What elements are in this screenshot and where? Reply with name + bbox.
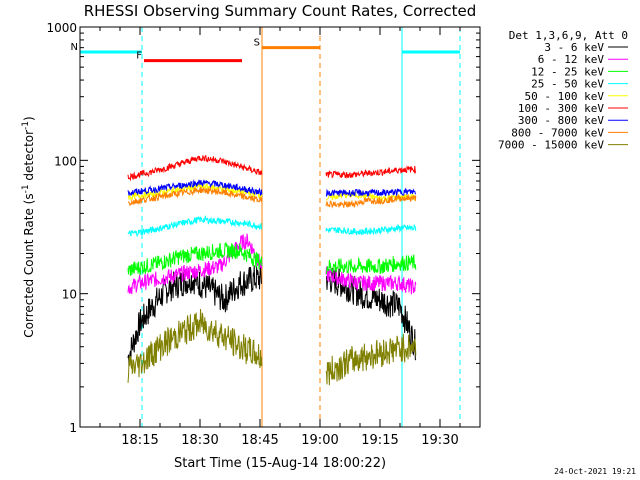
series-line [127,308,263,383]
flag-label: N [71,42,78,53]
series-line [127,179,263,197]
series-line [325,223,417,236]
flag-label: F [136,51,142,62]
legend-label: 25 - 50 keV [531,78,604,91]
series-line [127,186,262,207]
y-tick-label: 1 [69,421,77,435]
x-axis-label: Start Time (15-Aug-14 18:00:22) [174,456,386,471]
chart-title: RHESSI Observing Summary Count Rates, Co… [84,2,477,20]
series-line [127,233,263,295]
x-tick-label: 19:15 [361,433,398,448]
y-axis-label: Corrected Count Rate (s-1 detector-1) [21,116,36,337]
y-tick-label: 1000 [46,21,77,35]
legend-label: 800 - 7000 keV [511,126,604,139]
x-tick-label: 19:00 [301,433,338,448]
series-line [325,193,417,209]
legend-label: 50 - 100 keV [525,90,605,103]
legend-label: 100 - 300 keV [518,102,604,115]
plot-frame [79,26,481,428]
series-line [325,266,417,295]
series-line [325,333,417,386]
x-tick-label: 19:30 [421,433,458,448]
legend-label: 6 - 12 keV [538,53,605,66]
footer-timestamp: 24-Oct-2021 19:21 [554,467,636,476]
y-tick-label: 10 [62,288,77,302]
series-line [325,253,417,275]
y-tick-label: 100 [54,154,77,168]
x-tick-label: 18:30 [181,433,218,448]
x-tick-label: 18:45 [241,433,278,448]
series-line [127,264,262,367]
series-line [325,268,417,361]
flag-label: S [254,38,260,49]
x-tick-label: 18:15 [121,433,158,448]
legend-label: 300 - 800 keV [518,114,604,127]
series-line [127,214,263,238]
series-line [127,155,263,182]
series-line [325,187,417,198]
legend-title: Det 1,3,6,9, Att 0 [509,29,628,42]
legend-label: 7000 - 15000 keV [498,139,604,152]
series-line [325,165,417,179]
legend-label: 12 - 25 keV [531,65,604,78]
series-line [127,241,263,276]
legend-label: 3 - 6 keV [544,41,604,54]
